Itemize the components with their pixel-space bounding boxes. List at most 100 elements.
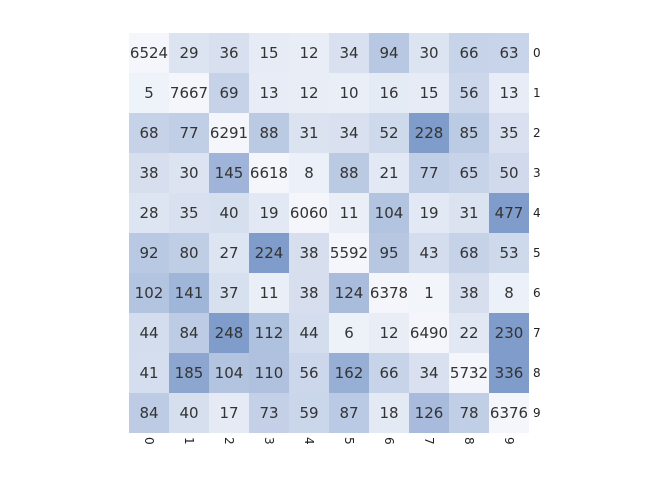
cell-value-r8-c4: 56 — [299, 364, 318, 382]
y-tick-label-5: 5 — [533, 246, 541, 260]
cell-value-r4-c8: 31 — [459, 204, 478, 222]
y-tick-label-0: 0 — [533, 46, 541, 60]
cell-value-r4-c2: 40 — [219, 204, 238, 222]
heatmap-cell-r2-c0 — [129, 113, 169, 153]
heatmap-cell-r1-c2 — [209, 73, 249, 113]
heatmap-cell-r9-c9 — [489, 393, 529, 433]
cell-value-r2-c0: 68 — [139, 124, 158, 142]
x-tick-label-9: 9 — [502, 437, 516, 445]
heatmap-cell-values: 6524 29 36 15 12 34 94 30 66 635 7667 69 13 12 10 16 15 5… — [130, 44, 528, 422]
x-tick-label-4: 4 — [302, 437, 316, 445]
heatmap-cell-r5-c8 — [449, 233, 489, 273]
cell-value-r3-c7: 77 — [419, 164, 438, 182]
heatmap-cell-r3-c5 — [329, 153, 369, 193]
cell-value-r8-c1: 185 — [175, 364, 204, 382]
y-axis-tick-labels: 0 1 2 3 4 5 6 7 8 9 — [533, 46, 541, 420]
heatmap-cell-r8-c4 — [289, 353, 329, 393]
heatmap-cell-r4-c0 — [129, 193, 169, 233]
heatmap-cell-r5-c7 — [409, 233, 449, 273]
heatmap-cell-r0-c1 — [169, 33, 209, 73]
heatmap-cell-r4-c6 — [369, 193, 409, 233]
cell-value-r5-c9: 53 — [499, 244, 518, 262]
heatmap-cell-r2-c3 — [249, 113, 289, 153]
cell-value-r6-c2: 37 — [219, 284, 238, 302]
x-tick-label-7: 7 — [422, 437, 436, 445]
heatmap-cell-r9-c6 — [369, 393, 409, 433]
cell-value-r4-c3: 19 — [259, 204, 278, 222]
heatmap-cell-r6-c8 — [449, 273, 489, 313]
cell-value-r1-c0: 5 — [144, 84, 154, 102]
heatmap-cell-r4-c1 — [169, 193, 209, 233]
cell-value-r0-c1: 29 — [179, 44, 198, 62]
cell-value-r9-c4: 59 — [299, 404, 318, 422]
heatmap-cell-r2-c6 — [369, 113, 409, 153]
heatmap-cell-r8-c6 — [369, 353, 409, 393]
heatmap-cell-r7-c1 — [169, 313, 209, 353]
heatmap-cell-r3-c6 — [369, 153, 409, 193]
cell-value-r0-c8: 66 — [459, 44, 478, 62]
cell-value-r2-c1: 77 — [179, 124, 198, 142]
heatmap-cell-r2-c5 — [329, 113, 369, 153]
cell-value-r3-c3: 6618 — [250, 164, 288, 182]
heatmap-cell-r0-c7 — [409, 33, 449, 73]
cell-value-r3-c6: 21 — [379, 164, 398, 182]
heatmap-cell-r2-c2 — [209, 113, 249, 153]
heatmap-cell-r8-c9 — [489, 353, 529, 393]
heatmap-cell-r0-c8 — [449, 33, 489, 73]
cell-value-r1-c6: 16 — [379, 84, 398, 102]
cell-value-r8-c6: 66 — [379, 364, 398, 382]
cell-value-r7-c2: 248 — [215, 324, 244, 342]
cell-value-r6-c8: 38 — [459, 284, 478, 302]
cell-value-r5-c1: 80 — [179, 244, 198, 262]
cell-value-r1-c4: 12 — [299, 84, 318, 102]
heatmap-cell-r2-c7 — [409, 113, 449, 153]
heatmap-cell-r6-c6 — [369, 273, 409, 313]
cell-value-r9-c7: 126 — [415, 404, 444, 422]
heatmap-cell-r3-c3 — [249, 153, 289, 193]
heatmap-cell-r8-c8 — [449, 353, 489, 393]
cell-value-r6-c1: 141 — [175, 284, 204, 302]
cell-value-r3-c1: 30 — [179, 164, 198, 182]
x-tick-label-1: 1 — [182, 437, 196, 445]
cell-value-r7-c0: 44 — [139, 324, 158, 342]
cell-value-r9-c6: 18 — [379, 404, 398, 422]
heatmap-cell-r6-c7 — [409, 273, 449, 313]
heatmap-cell-r1-c9 — [489, 73, 529, 113]
y-tick-label-9: 9 — [533, 406, 541, 420]
cell-value-r5-c0: 92 — [139, 244, 158, 262]
heatmap-cell-r0-c2 — [209, 33, 249, 73]
cell-value-r9-c2: 17 — [219, 404, 238, 422]
cell-value-r9-c8: 78 — [459, 404, 478, 422]
cell-value-r6-c5: 124 — [335, 284, 364, 302]
cell-value-r9-c1: 40 — [179, 404, 198, 422]
cell-value-r8-c8: 5732 — [450, 364, 488, 382]
heatmap-cell-r9-c4 — [289, 393, 329, 433]
heatmap-cell-r5-c6 — [369, 233, 409, 273]
cell-value-r5-c5: 5592 — [330, 244, 368, 262]
cell-value-r6-c3: 11 — [259, 284, 278, 302]
cell-value-r7-c4: 44 — [299, 324, 318, 342]
cell-value-r6-c4: 38 — [299, 284, 318, 302]
heatmap-cell-r7-c6 — [369, 313, 409, 353]
heatmap-cell-r7-c5 — [329, 313, 369, 353]
heatmap-cell-r9-c2 — [209, 393, 249, 433]
y-tick-label-2: 2 — [533, 126, 541, 140]
x-tick-label-2: 2 — [222, 437, 236, 445]
cell-value-r7-c9: 230 — [495, 324, 524, 342]
cell-value-r1-c3: 13 — [259, 84, 278, 102]
cell-value-r6-c6: 6378 — [370, 284, 408, 302]
cell-value-r8-c7: 34 — [419, 364, 438, 382]
heatmap-cell-r4-c2 — [209, 193, 249, 233]
y-tick-label-1: 1 — [533, 86, 541, 100]
heatmap-cell-r4-c5 — [329, 193, 369, 233]
heatmap-cell-r0-c6 — [369, 33, 409, 73]
y-tick-label-8: 8 — [533, 366, 541, 380]
cell-value-r7-c1: 84 — [179, 324, 198, 342]
cell-value-r1-c7: 15 — [419, 84, 438, 102]
cell-value-r6-c7: 1 — [424, 284, 434, 302]
cell-value-r5-c3: 224 — [255, 244, 284, 262]
heatmap-cell-r7-c0 — [129, 313, 169, 353]
cell-value-r1-c5: 10 — [339, 84, 358, 102]
cell-value-r5-c8: 68 — [459, 244, 478, 262]
heatmap-cell-r6-c3 — [249, 273, 289, 313]
